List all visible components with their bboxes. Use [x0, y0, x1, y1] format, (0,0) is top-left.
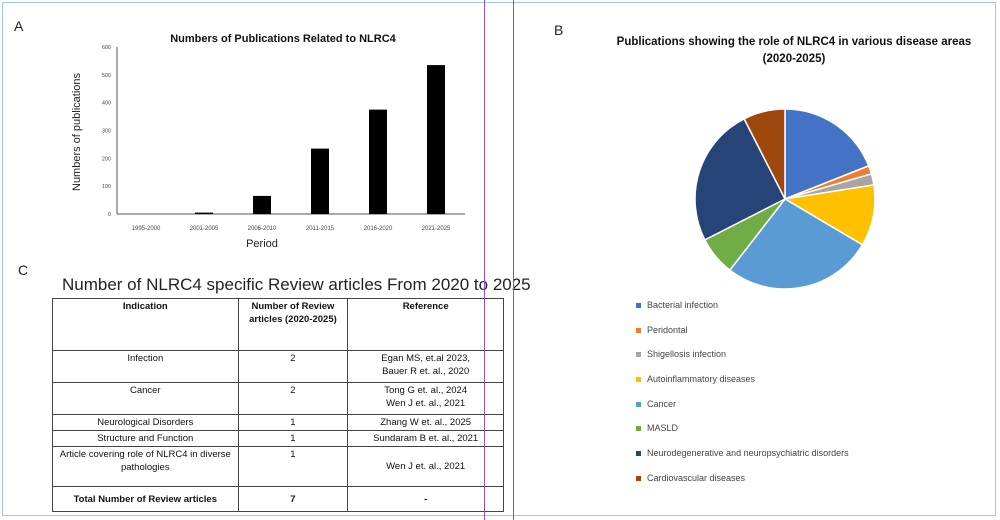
pie-slice: [694, 117, 787, 241]
y-tick-label: 100: [102, 184, 111, 190]
y-tick-label: 0: [108, 212, 111, 218]
pie-slice: [728, 198, 864, 290]
total-count: 7: [237, 486, 349, 512]
x-axis-label: Period: [246, 238, 278, 250]
bar: [253, 195, 271, 214]
header-indication: Indication: [52, 298, 239, 351]
x-tick-label: 2021-2025: [422, 226, 451, 232]
cell-reference: Egan MS, et.al 2023, Bauer R et. al., 202…: [347, 350, 504, 383]
cell-reference: Zhang W et. al., 2025: [347, 414, 504, 431]
cell-indication: Cancer: [52, 382, 239, 415]
cell-reference: Tong G et. al., 2024 Wen J et. al., 2021: [347, 382, 504, 415]
legend-swatch: [636, 426, 641, 432]
pie-slice: [743, 108, 786, 200]
reference-line: Wen J et. al., 2021: [386, 461, 466, 472]
table-row: Structure and Function 1 Sundaram B et. al…: [52, 430, 504, 447]
reference-line: Tong G et. al., 2024: [384, 385, 468, 396]
cell-reference: Sundaram B et. al., 2021: [347, 430, 504, 447]
y-axis-label: Numbers of publications: [71, 73, 83, 192]
legend-swatch: [636, 327, 641, 333]
divider-line: [513, 0, 514, 520]
x-tick-label: 1995-2000: [132, 226, 161, 232]
reference-line: Zhang W et. al., 2025: [380, 417, 472, 428]
panel-label-b: B: [554, 22, 564, 38]
legend-label: Peridontal: [647, 324, 688, 335]
x-tick-label: 2011-2015: [306, 226, 335, 232]
table-row: Cancer 2 Tong G et. al., 2024 Wen J et. al.…: [52, 382, 504, 415]
legend-label: Bacterial infection: [647, 300, 719, 310]
legend-item: Autoinflammatory diseases: [636, 374, 849, 399]
table-row: Infection 2 Egan MS, et.al 2023, Bauer R et…: [52, 350, 504, 383]
reference-line: Wen J et. al., 2021: [386, 398, 466, 409]
pie-chart: [694, 108, 876, 290]
y-tick-label: 500: [102, 73, 111, 79]
pie-legend: Bacterial infection Peridontal Shigellosis…: [636, 300, 849, 498]
panel-label-a: A: [14, 18, 24, 34]
x-tick-label: 2006-2010: [248, 226, 277, 232]
table-row: Neurological Disorders 1 Zhang W et. al., …: [52, 414, 504, 431]
y-tick-label: 300: [102, 129, 111, 135]
header-count: Number of Review articles (2020-2025): [237, 298, 349, 351]
cell-reference: Wen J et. al., 2021: [347, 446, 504, 487]
cell-count: 2: [237, 382, 349, 415]
legend-item: Neurodegenerative and neuropsychiatric d…: [636, 448, 849, 473]
pie-title-line: Publications showing the role of NLRC4 i…: [616, 36, 972, 48]
legend-item: Shigellosis infection: [636, 349, 849, 374]
legend-swatch: [636, 377, 641, 383]
bar: [369, 109, 387, 214]
legend-label: Autoinflammatory diseases: [647, 374, 756, 385]
bar-chart: Numbers of Publications Related to NLRC4…: [71, 33, 465, 250]
table-title: Number of NLRC4 specific Review articles…: [62, 275, 531, 294]
legend-swatch: [636, 451, 641, 457]
cell-count: 1: [237, 430, 349, 447]
y-tick-label: 200: [102, 156, 111, 162]
cell-indication: Infection: [52, 350, 239, 383]
cell-count: 1: [237, 414, 349, 431]
bar: [427, 65, 445, 214]
pie-slice: [784, 108, 870, 201]
reference-line: Bauer R et. al., 2020: [382, 366, 470, 377]
review-table: Indication Number of Review articles (20…: [52, 298, 504, 512]
bar: [311, 148, 329, 214]
bar-chart-title: Numbers of Publications Related to NLRC4: [170, 33, 396, 45]
header-reference: Reference: [347, 298, 504, 351]
legend-swatch: [636, 401, 641, 407]
legend-swatch: [636, 475, 641, 481]
legend-label: Cardiovascular diseases: [647, 472, 746, 483]
cell-count: 1: [237, 446, 349, 487]
pie-subtitle-line: (2020-2025): [762, 53, 826, 65]
legend-swatch: [636, 352, 641, 358]
cell-indication: Neurological Disorders: [52, 414, 239, 431]
legend-item: Cardiovascular diseases: [636, 473, 849, 498]
reference-line: Egan MS, et.al 2023,: [381, 353, 471, 364]
y-tick-label: 600: [102, 45, 111, 51]
table-row: Article covering role of NLRC4 in divers…: [52, 446, 504, 487]
legend-label: MASLD: [647, 423, 679, 434]
total-reference: -: [347, 486, 504, 512]
cell-indication: Article covering role of NLRC4 in divers…: [52, 446, 239, 487]
panel-label-c: C: [18, 262, 29, 278]
reference-line: Sundaram B et. al., 2021: [373, 433, 479, 444]
total-label: Total Number of Review articles: [52, 486, 239, 512]
x-tick-label: 2016-2020: [364, 226, 393, 232]
pie-chart-title: Publications showing the role of NLRC4 i…: [588, 34, 1000, 68]
legend-item: Cancer: [636, 399, 849, 424]
bar: [195, 212, 213, 214]
cell-indication: Structure and Function: [52, 430, 239, 447]
total-row: Total Number of Review articles 7-: [52, 486, 504, 512]
legend-label: Cancer: [647, 398, 677, 409]
legend-swatch: [636, 303, 641, 308]
y-tick-label: 400: [102, 101, 111, 107]
divider-line: [484, 0, 485, 520]
legend-item: Bacterial infection: [636, 300, 849, 325]
x-tick-label: 2001-2005: [190, 226, 219, 232]
legend-label: Shigellosis infection: [647, 349, 727, 360]
legend-label: Neurodegenerative and neuropsychiatric d…: [647, 448, 849, 459]
cell-count: 2: [237, 350, 349, 383]
legend-item: Peridontal: [636, 325, 849, 350]
legend-item: MASLD: [636, 423, 849, 448]
